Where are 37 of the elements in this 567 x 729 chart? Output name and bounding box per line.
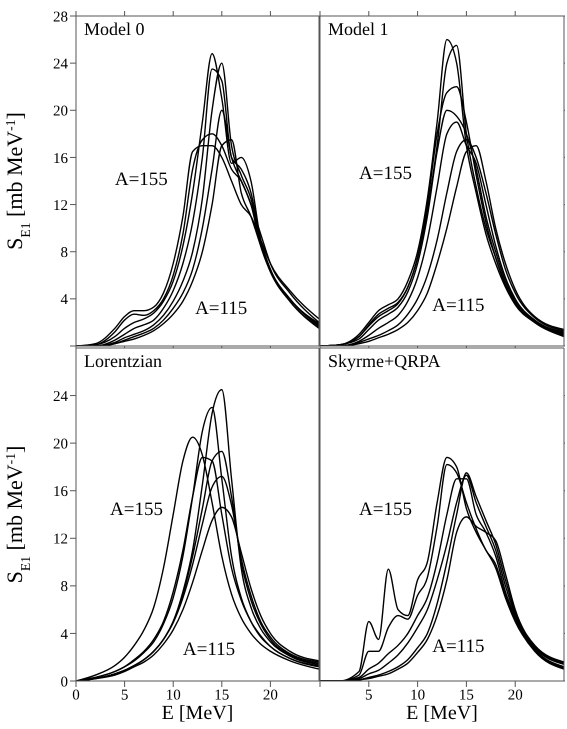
- annotation: A=115: [182, 639, 236, 660]
- annotation: A=115: [432, 294, 484, 316]
- y-tick-label: 0: [60, 674, 68, 690]
- x-tick-label: 15: [214, 688, 230, 704]
- y-tick-label: 24: [53, 388, 68, 405]
- y-tick-label: 20: [53, 104, 68, 120]
- annotation: A=155: [110, 499, 163, 520]
- x-tick-label: 20: [262, 688, 278, 704]
- x-tick-label: 15: [458, 688, 474, 704]
- y-tick-label: 4: [60, 626, 68, 643]
- x-tick-label: 5: [365, 688, 373, 704]
- x-tick-label: 20: [508, 688, 523, 704]
- x-tick-label: 5: [120, 688, 128, 704]
- y-tick-label: 4: [60, 292, 68, 308]
- x-axis-title: E [MeV]: [406, 702, 478, 724]
- x-tick-label: 10: [166, 688, 181, 704]
- x-tick-label: 10: [410, 688, 426, 704]
- y-tick-label: 16: [53, 484, 68, 500]
- y-tick-label: 24: [53, 56, 68, 72]
- annotation: A=115: [195, 298, 248, 319]
- y-tick-label: 16: [53, 150, 68, 167]
- annotation: A=115: [432, 636, 484, 657]
- y-tick-label: 8: [60, 245, 68, 262]
- y-tick-label: 8: [60, 579, 68, 596]
- chart-title: Model 1: [328, 19, 388, 40]
- y-tick-label: 28: [53, 9, 68, 26]
- chart-title: Model 0: [84, 19, 144, 40]
- x-axis-title: E [MeV]: [162, 702, 234, 724]
- y-tick-label: 20: [53, 436, 68, 452]
- y-tick-label: 12: [53, 532, 68, 548]
- chart-title: Lorentzian: [84, 351, 162, 372]
- annotation: A=155: [114, 169, 168, 190]
- annotation: A=155: [359, 499, 412, 520]
- x-tick-label: 0: [72, 688, 80, 704]
- annotation: A=155: [359, 162, 412, 184]
- y-tick-label: 12: [53, 198, 68, 214]
- chart-title: Skyrme+QRPA: [328, 351, 441, 372]
